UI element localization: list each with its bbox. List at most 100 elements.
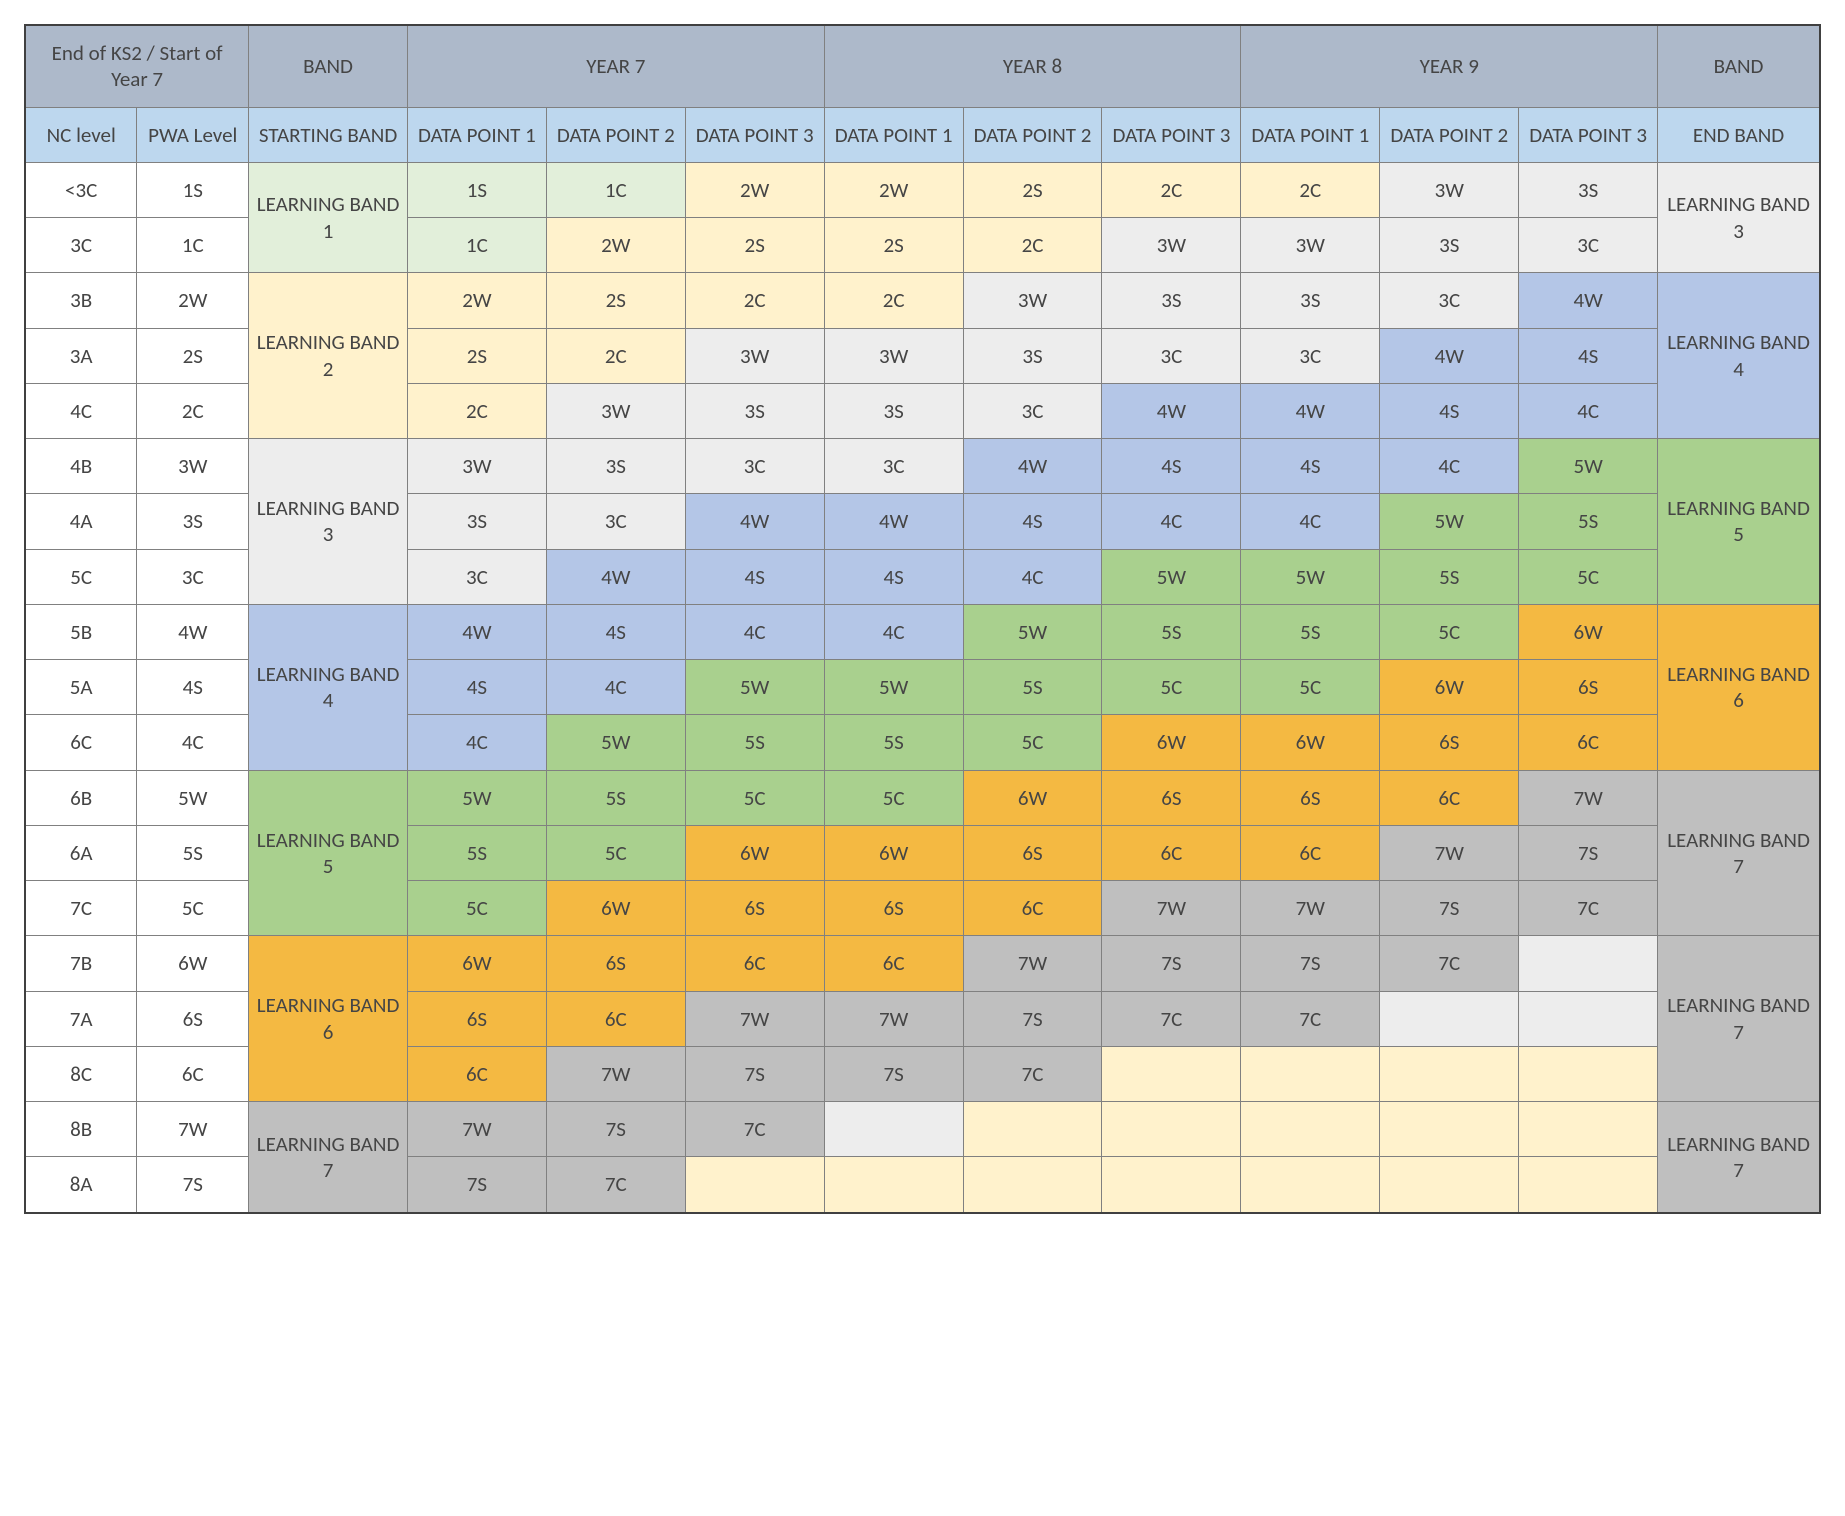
data-point-cell: 4S: [1241, 439, 1380, 494]
data-point-cell: 2S: [546, 273, 685, 328]
hdr-y9-dp3: DATA POINT 3: [1519, 107, 1658, 162]
data-point-cell: 3C: [685, 439, 824, 494]
data-point-cell: [1102, 1157, 1241, 1213]
hdr-band: BAND: [249, 25, 408, 107]
data-point-cell: 1C: [546, 162, 685, 217]
nc-level-cell: 8C: [25, 1046, 137, 1101]
nc-level-cell: 6C: [25, 715, 137, 770]
starting-band-cell: LEARNING BAND 2: [249, 273, 408, 439]
data-point-cell: 3C: [824, 439, 963, 494]
nc-level-cell: 7A: [25, 991, 137, 1046]
table-row: 3B2WLEARNING BAND 22W2S2C2C3W3S3S3C4WLEA…: [25, 273, 1820, 328]
data-point-cell: 6C: [824, 936, 963, 991]
hdr-ks2: End of KS2 / Start of Year 7: [25, 25, 249, 107]
data-point-cell: 5S: [1380, 549, 1519, 604]
data-point-cell: 2C: [963, 218, 1102, 273]
data-point-cell: 7C: [1102, 991, 1241, 1046]
data-point-cell: 6C: [685, 936, 824, 991]
data-point-cell: 2C: [407, 383, 546, 438]
nc-level-cell: 7B: [25, 936, 137, 991]
data-point-cell: 4S: [407, 660, 546, 715]
data-point-cell: 7S: [1380, 881, 1519, 936]
hdr-y8: YEAR 8: [824, 25, 1241, 107]
pwa-level-cell: 3S: [137, 494, 249, 549]
end-band-cell: LEARNING BAND 3: [1658, 162, 1820, 273]
table-body: <3C1SLEARNING BAND 11S1C2W2W2S2C2C3W3SLE…: [25, 162, 1820, 1212]
data-point-cell: 5S: [1519, 494, 1658, 549]
data-point-cell: 5C: [407, 881, 546, 936]
end-band-cell: LEARNING BAND 7: [1658, 770, 1820, 936]
data-point-cell: 6S: [824, 881, 963, 936]
hdr-y9-dp1: DATA POINT 1: [1241, 107, 1380, 162]
pwa-level-cell: 2S: [137, 328, 249, 383]
data-point-cell: 6S: [1519, 660, 1658, 715]
hdr-y9-dp2: DATA POINT 2: [1380, 107, 1519, 162]
pwa-level-cell: 5C: [137, 881, 249, 936]
hdr-nc: NC level: [25, 107, 137, 162]
data-point-cell: 1S: [407, 162, 546, 217]
data-point-cell: 7C: [1241, 991, 1380, 1046]
data-point-cell: 7W: [1241, 881, 1380, 936]
nc-level-cell: 8B: [25, 1102, 137, 1157]
data-point-cell: [963, 1102, 1102, 1157]
data-point-cell: 7W: [546, 1046, 685, 1101]
end-band-cell: LEARNING BAND 6: [1658, 604, 1820, 770]
data-point-cell: 3S: [1102, 273, 1241, 328]
data-point-cell: [1241, 1157, 1380, 1213]
data-point-cell: [1241, 1046, 1380, 1101]
data-point-cell: 6S: [407, 991, 546, 1046]
data-point-cell: 5W: [1380, 494, 1519, 549]
data-point-cell: 4W: [1241, 383, 1380, 438]
data-point-cell: 5W: [407, 770, 546, 825]
data-point-cell: 7S: [407, 1157, 546, 1213]
nc-level-cell: 6A: [25, 825, 137, 880]
data-point-cell: 6C: [1241, 825, 1380, 880]
starting-band-cell: LEARNING BAND 1: [249, 162, 408, 273]
starting-band-cell: LEARNING BAND 3: [249, 439, 408, 605]
data-point-cell: 3W: [1380, 162, 1519, 217]
data-point-cell: 5W: [685, 660, 824, 715]
data-point-cell: 7S: [685, 1046, 824, 1101]
table-row: <3C1SLEARNING BAND 11S1C2W2W2S2C2C3W3SLE…: [25, 162, 1820, 217]
data-point-cell: 3W: [824, 328, 963, 383]
nc-level-cell: <3C: [25, 162, 137, 217]
data-point-cell: 6S: [1241, 770, 1380, 825]
hdr-y9: YEAR 9: [1241, 25, 1658, 107]
data-point-cell: 6W: [824, 825, 963, 880]
data-point-cell: 4C: [824, 604, 963, 659]
hdr-start: STARTING BAND: [249, 107, 408, 162]
data-point-cell: 5S: [685, 715, 824, 770]
data-point-cell: 2C: [1241, 162, 1380, 217]
nc-level-cell: 4B: [25, 439, 137, 494]
data-point-cell: 3C: [1519, 218, 1658, 273]
data-point-cell: 3S: [963, 328, 1102, 383]
data-point-cell: 7S: [546, 1102, 685, 1157]
nc-level-cell: 5C: [25, 549, 137, 604]
data-point-cell: 4C: [1102, 494, 1241, 549]
data-point-cell: 6W: [685, 825, 824, 880]
data-point-cell: 7W: [407, 1102, 546, 1157]
nc-level-cell: 3B: [25, 273, 137, 328]
hdr-pwa: PWA Level: [137, 107, 249, 162]
data-point-cell: 4W: [546, 549, 685, 604]
data-point-cell: 3S: [546, 439, 685, 494]
data-point-cell: 7C: [1380, 936, 1519, 991]
data-point-cell: 3C: [963, 383, 1102, 438]
data-point-cell: [1519, 991, 1658, 1046]
data-point-cell: 5C: [1241, 660, 1380, 715]
data-point-cell: 4S: [963, 494, 1102, 549]
data-point-cell: 4W: [407, 604, 546, 659]
data-point-cell: 4S: [685, 549, 824, 604]
table-row: 5B4WLEARNING BAND 44W4S4C4C5W5S5S5C6WLEA…: [25, 604, 1820, 659]
data-point-cell: 5C: [685, 770, 824, 825]
data-point-cell: 5C: [824, 770, 963, 825]
pwa-level-cell: 4C: [137, 715, 249, 770]
data-point-cell: 2W: [824, 162, 963, 217]
data-point-cell: 6W: [546, 881, 685, 936]
hdr-y7: YEAR 7: [407, 25, 824, 107]
data-point-cell: 7S: [1241, 936, 1380, 991]
starting-band-cell: LEARNING BAND 6: [249, 936, 408, 1102]
data-point-cell: 3C: [407, 549, 546, 604]
data-point-cell: [1380, 1046, 1519, 1101]
pwa-level-cell: 2W: [137, 273, 249, 328]
